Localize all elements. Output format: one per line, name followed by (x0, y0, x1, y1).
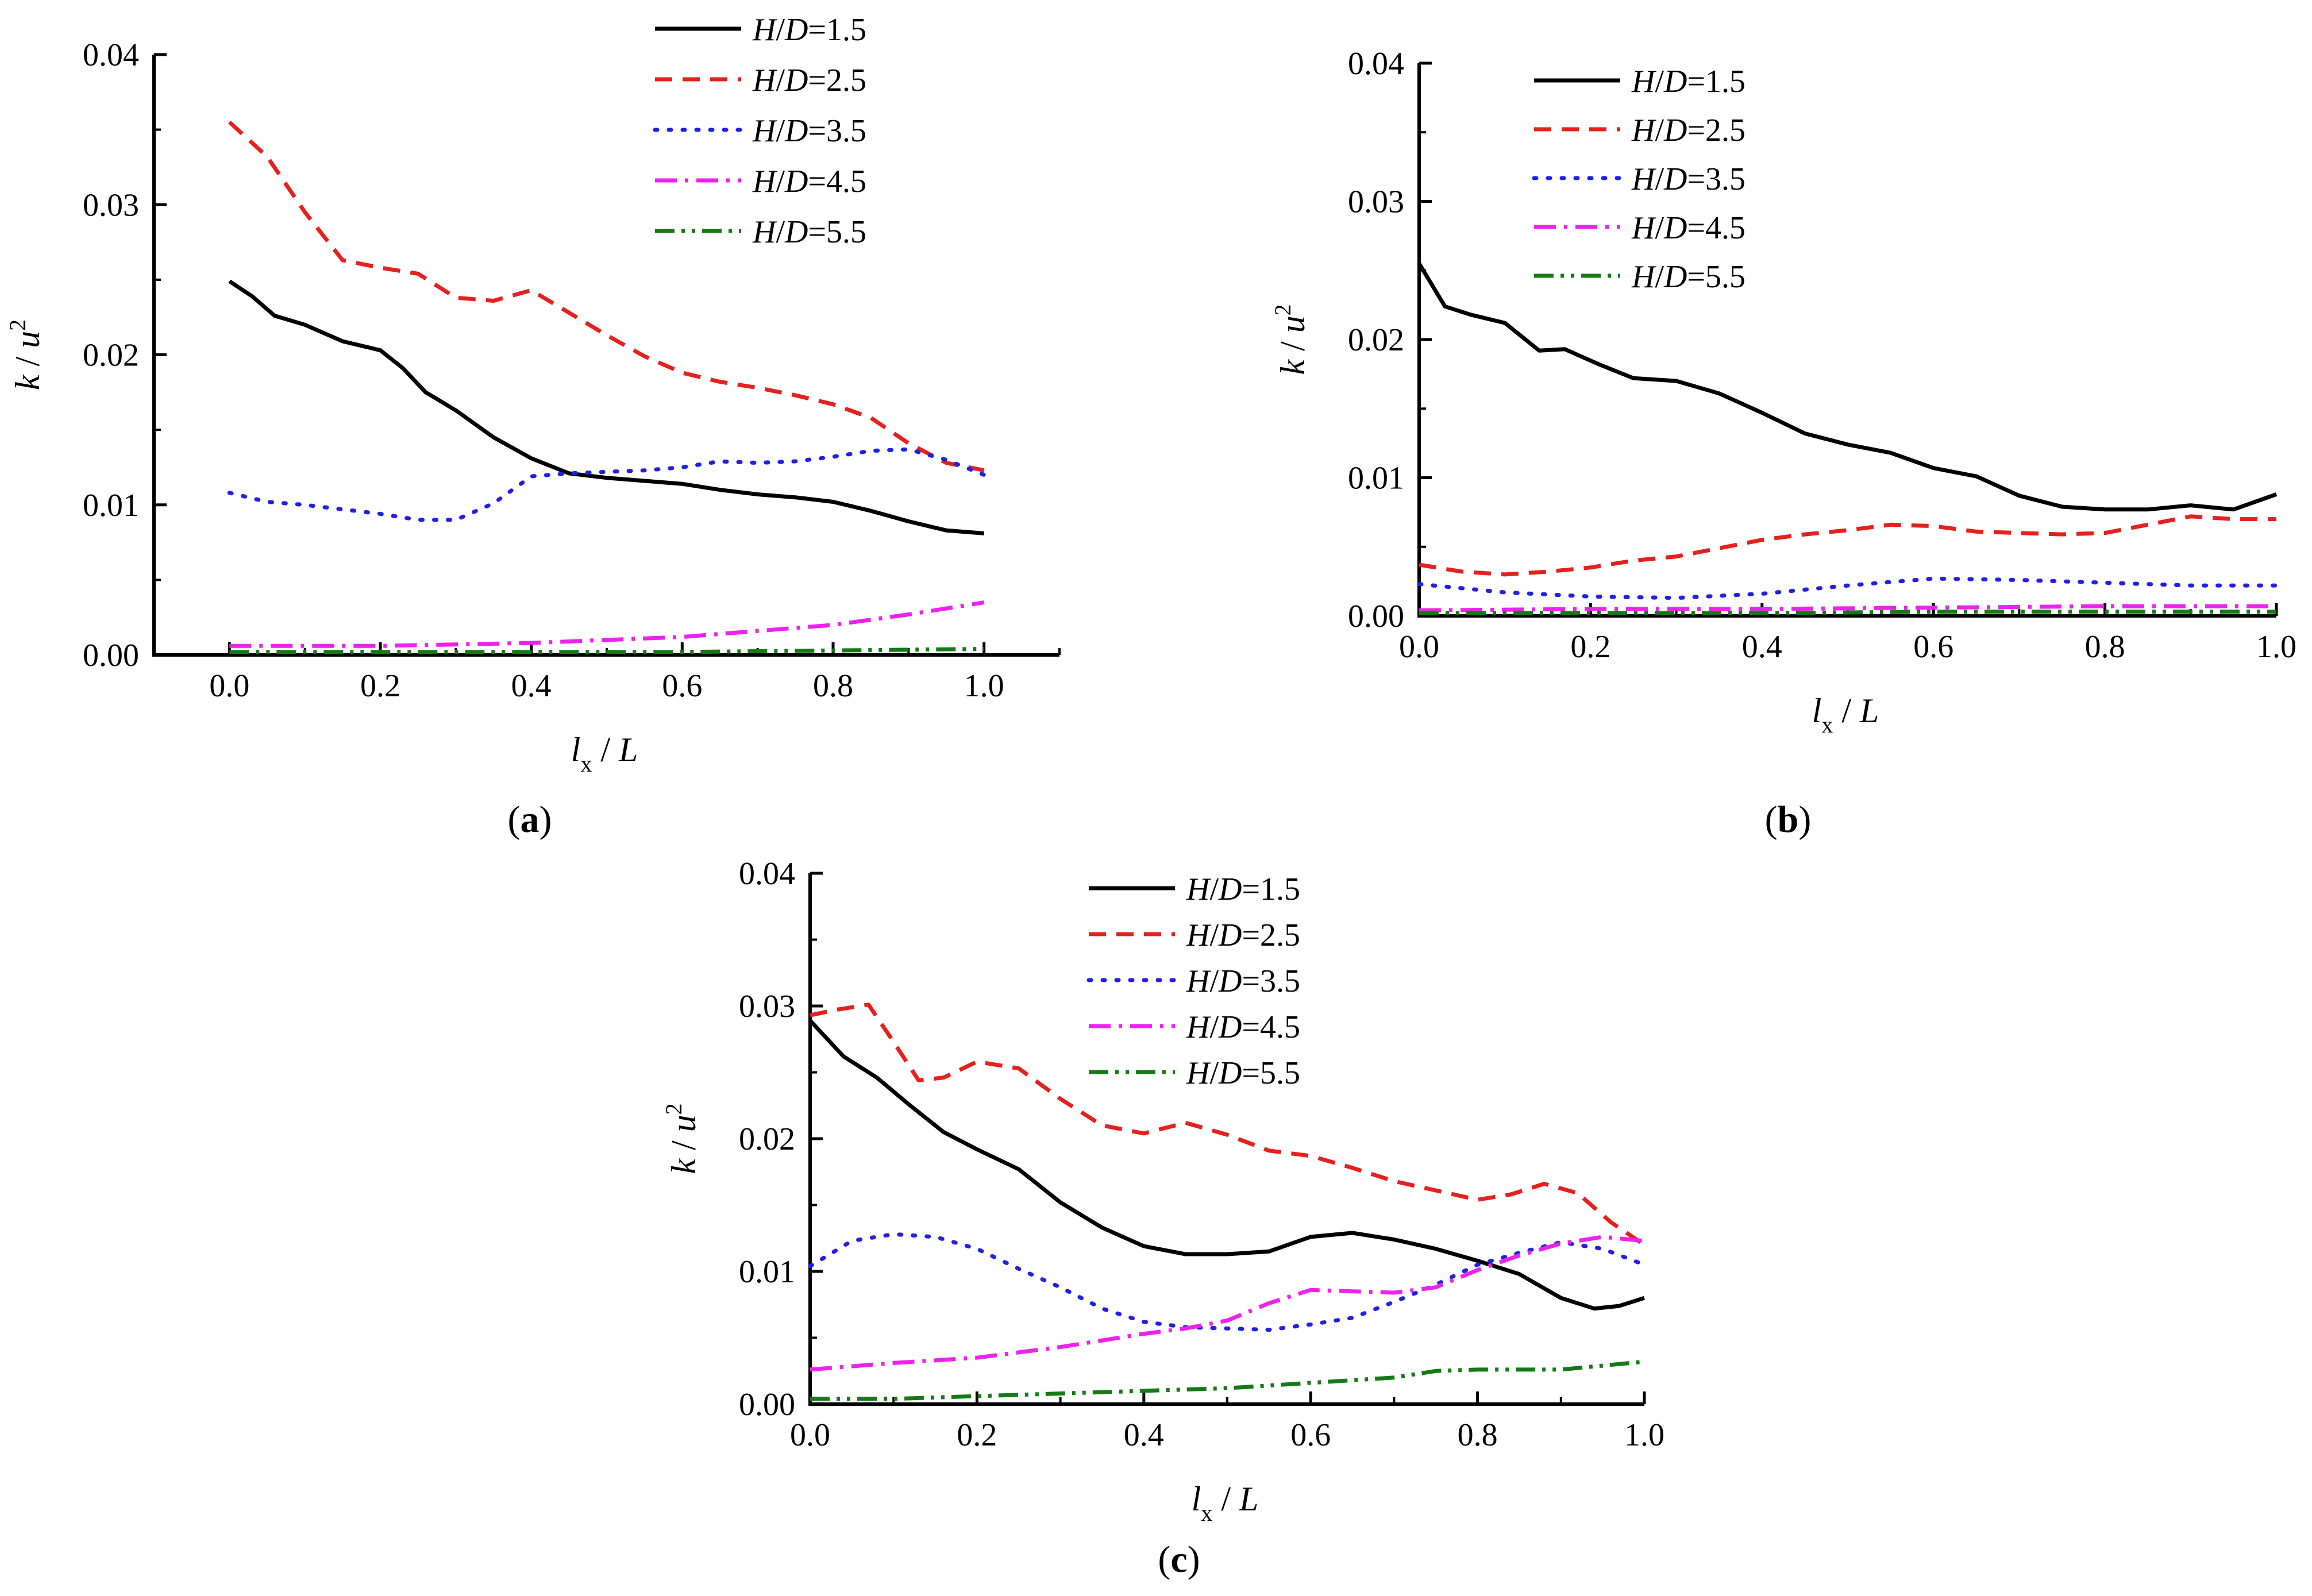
y-tick-label: 0.00 (83, 638, 139, 673)
legend-entry-label: H/D=2.5 (1631, 113, 1745, 148)
legend-entry-label: H/D=5.5 (752, 214, 866, 250)
y-tick-label: 0.04 (1348, 46, 1404, 82)
legend-entry-label: H/D=2.5 (1186, 917, 1300, 953)
x-tick-label: 0.4 (1124, 1417, 1164, 1453)
x-tick-label: 1.0 (1624, 1417, 1664, 1453)
y-tick-label: 0.03 (739, 989, 795, 1024)
series-line-hd-35 (1417, 576, 2279, 600)
chart-panel-c: 0.00 0.01 0.02 0.03 0.04 0.0 0.2 0.4 0.6 0.8 1.0 k … (661, 856, 1664, 1580)
series-line-hd-45 (810, 1235, 1645, 1372)
y-tick-label: 0.01 (1348, 461, 1404, 496)
series-line-hd-15 (1417, 262, 2278, 512)
legend-entry-label: H/D=5.5 (1631, 259, 1745, 295)
y-tick-label: 0.03 (83, 187, 139, 223)
series-line-hd-45 (229, 600, 985, 648)
x-tick-label: 1.0 (964, 668, 1004, 704)
chart-panel-b: 0.00 0.01 0.02 0.03 0.04 0.0 0.2 0.4 0.6 0.8 1.0 k … (1270, 46, 2296, 841)
x-tick-label: 0.2 (360, 668, 400, 704)
legend-entry-label: H/D=3.5 (1186, 963, 1300, 999)
legend-entry-label: H/D=4.5 (752, 164, 866, 199)
y-tick-label: 0.02 (739, 1121, 795, 1157)
legend-entry-label: H/D=3.5 (1631, 161, 1745, 197)
legend-entry-label: H/D=1.5 (752, 12, 866, 48)
legend-entry-label: H/D=3.5 (752, 113, 866, 149)
series-line-hd-55 (229, 647, 984, 654)
series-line-hd-15 (808, 1019, 1646, 1311)
x-axis-title: lx / L (571, 731, 638, 777)
y-tick-label: 0.00 (1348, 599, 1404, 634)
panel-label: (b) (1765, 799, 1812, 841)
x-tick-label: 1.0 (2256, 629, 2296, 665)
legend-entry-label: H/D=2.5 (752, 63, 866, 98)
x-tick-label: 0.4 (1742, 629, 1782, 665)
legend-entry-label: H/D=1.5 (1186, 872, 1300, 907)
x-tick-label: 0.2 (957, 1417, 997, 1453)
y-tick-label: 0.02 (1348, 322, 1404, 358)
x-tick-label: 0.2 (1570, 629, 1610, 665)
series-line-hd-15 (228, 279, 984, 535)
legend-entry-label: H/D=4.5 (1631, 210, 1745, 246)
x-tick-label: 0.0 (1399, 629, 1439, 665)
series-line-hd-25 (1419, 514, 2276, 577)
series-line-hd-25 (810, 1003, 1646, 1247)
y-axis-title: k / u2 (1270, 304, 1312, 375)
x-tick-label: 0.8 (1458, 1417, 1498, 1453)
x-tick-label: 0.0 (790, 1417, 830, 1453)
y-axis-title: k / u2 (661, 1103, 703, 1174)
series-line-hd-35 (808, 1232, 1647, 1332)
y-tick-label: 0.02 (83, 338, 139, 373)
x-axis-title: lx / L (1812, 692, 1879, 738)
x-tick-label: 0.8 (813, 668, 853, 704)
y-tick-label: 0.03 (1348, 184, 1404, 220)
series-line-hd-55 (810, 1359, 1645, 1401)
x-tick-label: 0.6 (662, 668, 702, 704)
x-tick-label: 0.0 (209, 668, 249, 704)
x-axis-title: lx / L (1192, 1480, 1259, 1526)
series-line-hd-55 (1419, 610, 2276, 615)
y-tick-label: 0.04 (739, 856, 795, 892)
series-line-hd-25 (228, 121, 985, 473)
panel-label: (a) (508, 799, 552, 841)
legend-entry-label: H/D=5.5 (1186, 1055, 1300, 1091)
x-tick-label: 0.6 (1913, 629, 1953, 665)
legend-entry-label: H/D=1.5 (1631, 64, 1745, 99)
y-tick-label: 0.04 (83, 37, 139, 73)
chart-panel-a: 0.00 0.01 0.02 0.03 0.04 0.0 0.2 0.4 0.6 0.8 1.0 k … (5, 12, 1061, 841)
y-tick-label: 0.01 (739, 1254, 795, 1290)
y-axis-title: k / u2 (5, 319, 47, 390)
panel-label: (c) (1158, 1539, 1200, 1580)
series-line-hd-35 (227, 447, 987, 522)
y-tick-label: 0.00 (739, 1387, 795, 1422)
y-tick-label: 0.01 (83, 488, 139, 523)
x-tick-label: 0.6 (1290, 1417, 1331, 1453)
legend-entry-label: H/D=4.5 (1186, 1009, 1300, 1045)
x-tick-label: 0.4 (511, 668, 552, 704)
x-tick-label: 0.8 (2085, 629, 2125, 665)
series-line-hd-45 (1419, 604, 2276, 612)
